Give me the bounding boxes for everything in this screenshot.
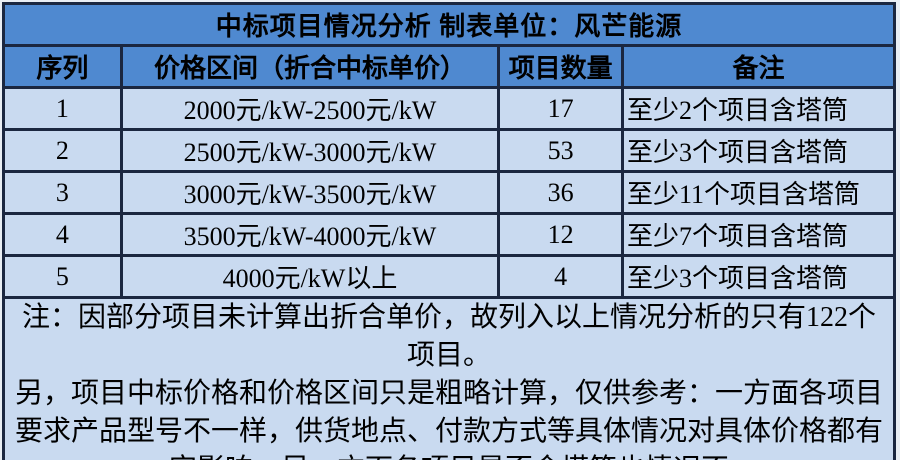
cell-remarks: 至少3个项目含塔筒 [621,128,896,173]
footnotes-row: 注：因部分项目未计算出折合单价，故列入以上情况分析的只有122个项目。 另，项目… [2,296,896,460]
cell-sequence: 4 [2,212,123,257]
cell-price-range: 3000元/kW-3500元/kW [119,170,501,215]
col-header-project-count: 项目数量 [497,44,624,89]
cell-remarks: 至少7个项目含塔筒 [621,212,896,257]
cell-remarks: 至少11个项目含塔筒 [621,170,896,215]
cell-price-range: 2500元/kW-3000元/kW [119,128,501,173]
footnotes-cell: 注：因部分项目未计算出折合单价，故列入以上情况分析的只有122个项目。 另，项目… [2,296,896,460]
cell-price-range: 4000元/kW以上 [119,254,501,299]
cell-project-count: 53 [497,128,624,173]
table-row-5: 5 4000元/kW以上 4 至少3个项目含塔筒 [2,254,896,299]
table-row-2: 2 2500元/kW-3000元/kW 53 至少3个项目含塔筒 [2,128,896,173]
cell-price-range: 2000元/kW-2500元/kW [119,86,501,131]
col-header-remarks: 备注 [621,44,896,89]
cell-price-range: 3500元/kW-4000元/kW [119,212,501,257]
cell-project-count: 12 [497,212,624,257]
cell-project-count: 4 [497,254,624,299]
table-row-1: 1 2000元/kW-2500元/kW 17 至少2个项目含塔筒 [2,86,896,131]
cell-sequence: 5 [2,254,123,299]
cell-sequence: 3 [2,170,123,215]
table-row-3: 3 3000元/kW-3500元/kW 36 至少11个项目含塔筒 [2,170,896,215]
cell-project-count: 17 [497,86,624,131]
table-row-4: 4 3500元/kW-4000元/kW 12 至少7个项目含塔筒 [2,212,896,257]
header-row: 序列 价格区间（折合中标单价） 项目数量 备注 [2,44,896,89]
cell-remarks: 至少3个项目含塔筒 [621,254,896,299]
col-header-sequence: 序列 [2,44,123,89]
cell-sequence: 2 [2,128,123,173]
col-header-price-range: 价格区间（折合中标单价） [119,44,501,89]
cell-project-count: 36 [497,170,624,215]
footnotes: 注：因部分项目未计算出折合单价，故列入以上情况分析的只有122个项目。 另，项目… [15,301,884,460]
table-title: 中标项目情况分析 制表单位：风芒能源 [2,2,896,47]
cell-sequence: 1 [2,86,123,131]
title-row: 中标项目情况分析 制表单位：风芒能源 [2,2,896,47]
footnote-1: 注：因部分项目未计算出折合单价，故列入以上情况分析的只有122个项目。 [21,302,876,371]
footnote-2: 另，项目中标价格和价格区间只是粗略计算，仅供参考：一方面各项目要求产品型号不一样… [15,378,884,460]
cell-remarks: 至少2个项目含塔筒 [621,86,896,131]
